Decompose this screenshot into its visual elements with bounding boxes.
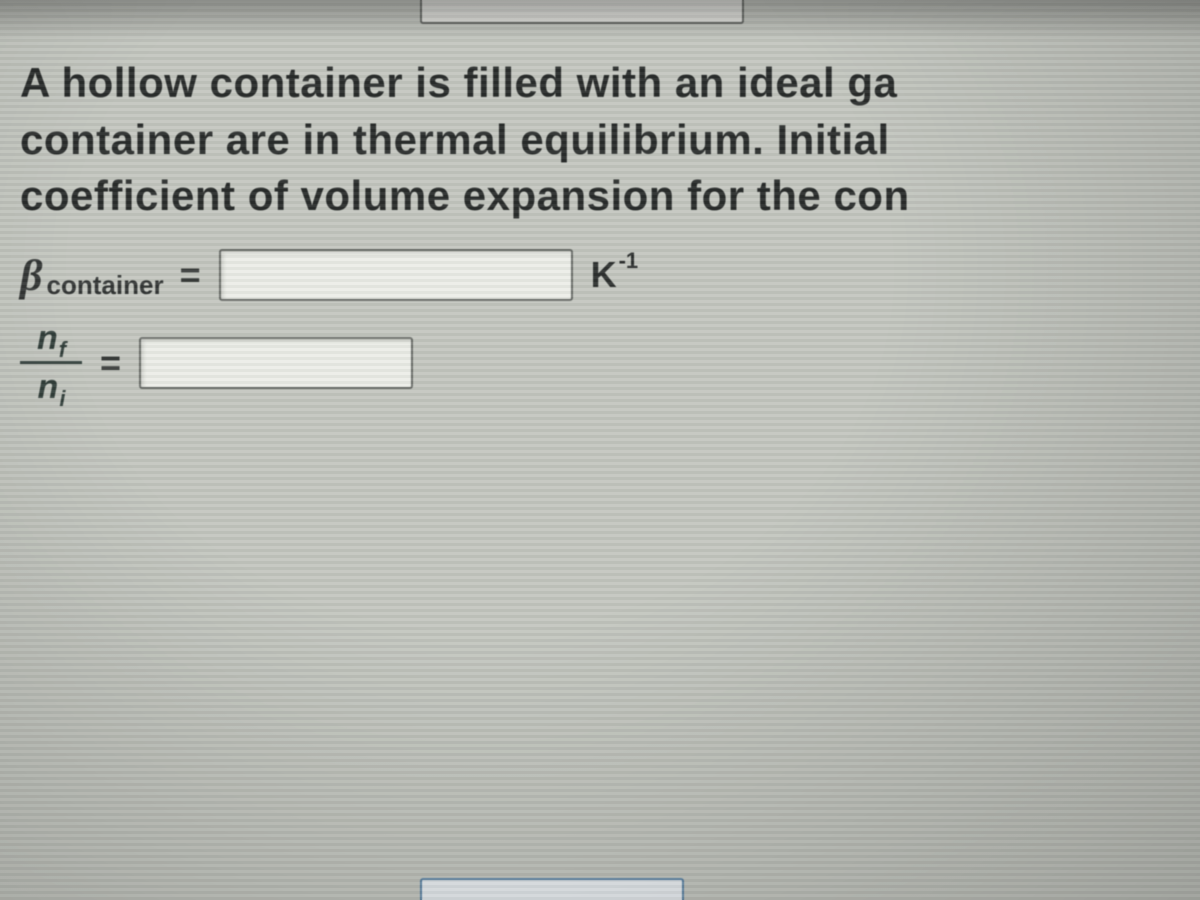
fraction-bar (20, 361, 82, 364)
equals-sign: = (100, 342, 121, 384)
problem-line-3: coefficient of volume expansion for the … (20, 168, 1200, 225)
numerator-base: n (37, 321, 58, 355)
problem-line-1: A hollow container is filled with an ide… (20, 55, 1200, 112)
denominator-sub: i (59, 388, 65, 410)
beta-symbol: β (20, 250, 43, 301)
question-content: A hollow container is filled with an ide… (20, 55, 1200, 424)
mole-ratio-label: nf ni (20, 319, 82, 406)
beta-subscript: container (47, 270, 164, 301)
next-answer-input-fragment[interactable] (420, 878, 684, 900)
beta-container-label: βcontainer (20, 250, 162, 301)
mole-ratio-input[interactable] (139, 337, 413, 389)
equals-sign: = (180, 254, 201, 296)
answer-rows: βcontainer = K-1 nf ni = (20, 249, 1200, 406)
beta-unit: K-1 (591, 254, 637, 296)
unit-exponent: -1 (619, 248, 639, 274)
previous-answer-input-fragment[interactable] (420, 0, 744, 24)
beta-container-row: βcontainer = K-1 (20, 249, 1200, 301)
fraction-denominator: ni (32, 368, 71, 406)
unit-base: K (591, 254, 617, 296)
denominator-base: n (38, 370, 59, 404)
fraction-numerator: nf (31, 319, 71, 357)
mole-ratio-row: nf ni = (20, 319, 1200, 406)
numerator-sub: f (59, 339, 66, 361)
problem-line-2: container are in thermal equilibrium. In… (20, 112, 1200, 169)
beta-container-input[interactable] (219, 249, 573, 301)
